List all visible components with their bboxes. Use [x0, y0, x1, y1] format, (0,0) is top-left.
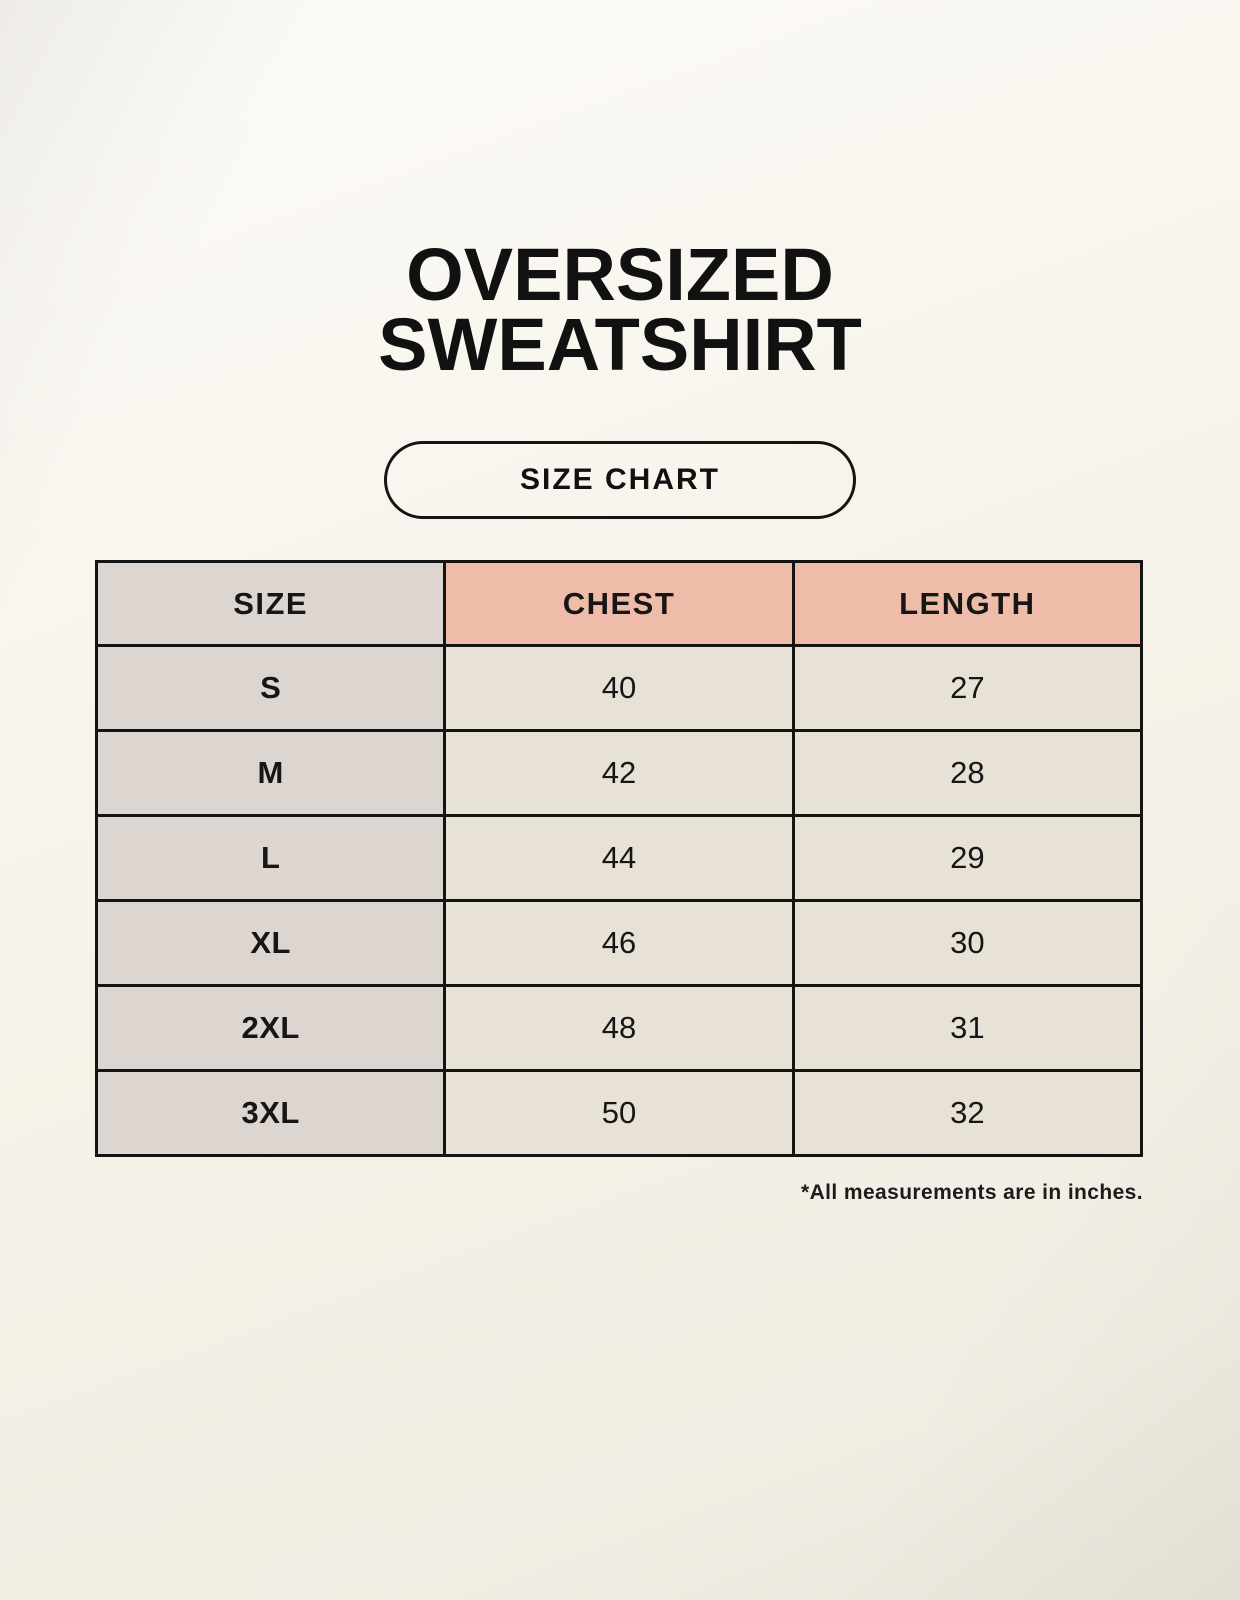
- size-table: SIZE CHEST LENGTH S 40 27 M 42 28 L 44 29 XL 46 30 2XL…: [94, 560, 1144, 1157]
- measurement-value-cell: 29: [791, 814, 1144, 902]
- measurement-value-cell: 27: [791, 644, 1144, 732]
- header-cell-size: SIZE: [94, 560, 447, 647]
- measurement-value-cell: 48: [443, 984, 795, 1072]
- measurement-value-cell: 50: [443, 1069, 795, 1157]
- size-label-cell: 3XL: [94, 1069, 447, 1157]
- table-row: S 40 27: [94, 644, 1144, 732]
- page-title-line2: SWEATSHIRT: [378, 303, 862, 386]
- measurement-value-cell: 42: [443, 729, 795, 817]
- table-row: M 42 28: [94, 729, 1144, 817]
- measurement-value-cell: 40: [443, 644, 795, 732]
- size-table-header-row: SIZE CHEST LENGTH: [94, 560, 1144, 647]
- table-row: XL 46 30: [94, 899, 1144, 987]
- table-row: 2XL 48 31: [94, 984, 1144, 1072]
- size-label-cell: L: [94, 814, 447, 902]
- size-label-cell: S: [94, 644, 447, 732]
- size-chart-badge-label: SIZE CHART: [520, 463, 720, 496]
- measurement-value-cell: 30: [791, 899, 1144, 987]
- size-label-cell: M: [94, 729, 447, 817]
- size-label-cell: 2XL: [94, 984, 447, 1072]
- measurement-value-cell: 28: [791, 729, 1144, 817]
- measurement-value-cell: 46: [443, 899, 795, 987]
- header-cell-chest: CHEST: [443, 560, 795, 647]
- table-row: L 44 29: [94, 814, 1144, 902]
- page-title: OVERSIZED SWEATSHIRT: [0, 238, 1240, 382]
- measurement-value-cell: 44: [443, 814, 795, 902]
- size-table-container: SIZE CHEST LENGTH S 40 27 M 42 28 L 44 29 XL 46 30 2XL…: [94, 560, 1144, 1157]
- table-row: 3XL 50 32: [94, 1069, 1144, 1157]
- page-title-line1: OVERSIZED: [406, 233, 834, 316]
- measurement-value-cell: 31: [791, 984, 1144, 1072]
- size-chart-badge[interactable]: SIZE CHART: [384, 441, 856, 519]
- header-cell-length: LENGTH: [791, 560, 1144, 647]
- size-label-cell: XL: [94, 899, 447, 987]
- measurement-value-cell: 32: [791, 1069, 1144, 1157]
- size-table-body: S 40 27 M 42 28 L 44 29 XL 46 30 2XL 48 31 3XL 50 32: [94, 644, 1144, 1157]
- measurements-footnote: *All measurements are in inches.: [801, 1181, 1143, 1204]
